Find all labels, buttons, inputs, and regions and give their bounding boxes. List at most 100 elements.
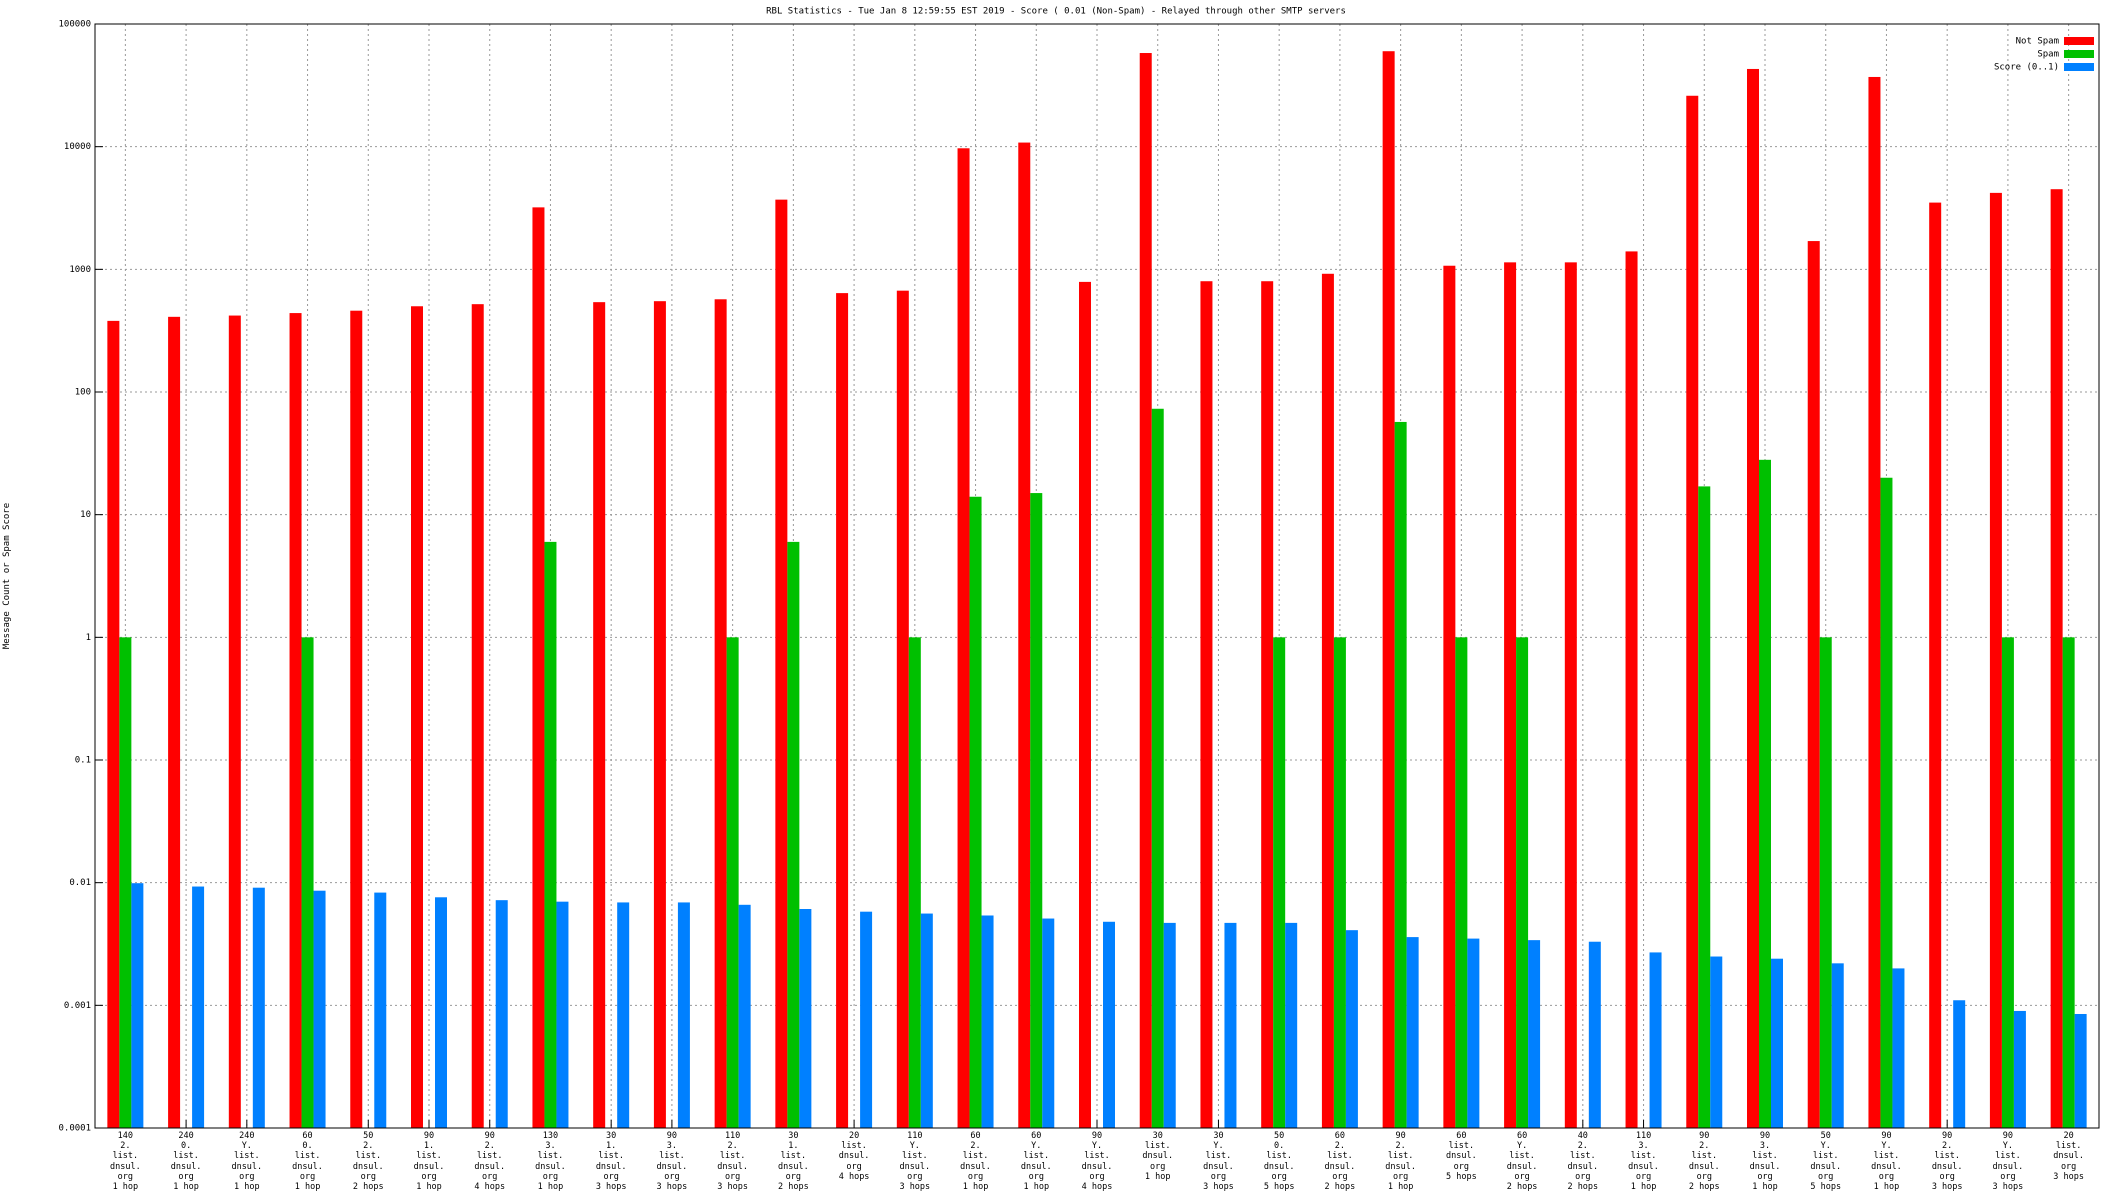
x-tick-label: 240 Y. list. dnsul. org 1 hop: [231, 1131, 263, 1192]
bar: [131, 883, 144, 1128]
bar: [1819, 637, 1832, 1128]
bar: [787, 541, 800, 1128]
bar: [119, 637, 132, 1128]
x-tick-label: 60 2. list. dnsul. org 1 hop: [960, 1131, 991, 1192]
x-tick-label: 140 2. list. dnsul. org 1 hop: [110, 1131, 141, 1192]
x-tick-label: 20 list. dnsul. org 3 hops: [2053, 1131, 2084, 1182]
bar: [860, 911, 873, 1128]
x-tick-label: 60 Y. list. dnsul. org 1 hop: [1020, 1131, 1052, 1192]
bar: [1759, 459, 1771, 1128]
bar: [593, 302, 606, 1129]
x-tick-label: 30 list. dnsul. org 1 hop: [1142, 1131, 1174, 1182]
bar: [1200, 281, 1213, 1128]
x-tick-label: 90 3. list. dnsul. org 3 hops: [656, 1131, 688, 1192]
y-tick-label: 10: [80, 510, 91, 520]
bar: [896, 290, 909, 1128]
x-tick-label: 90 1. list. dnsul. org 1 hop: [413, 1131, 445, 1192]
bar: [1929, 202, 1942, 1129]
y-tick-label: 100000: [58, 20, 91, 30]
bar: [2050, 189, 2063, 1128]
bar: [289, 313, 302, 1128]
bar: [1868, 76, 1881, 1128]
x-tick-label: 110 2. list. dnsul. org 3 hops: [717, 1131, 748, 1192]
x-tick-label: 90 Y. list. dnsul. org 4 hops: [1081, 1131, 1113, 1192]
bar: [1625, 251, 1638, 1128]
bar: [957, 148, 970, 1129]
y-tick-label: 1: [86, 633, 91, 643]
y-tick-label: 100: [75, 388, 91, 398]
x-tick-label: 30 1. list. dnsul. org 2 hops: [778, 1131, 809, 1192]
bar: [908, 637, 921, 1128]
x-tick-label: 90 2. list. dnsul. org 1 hop: [1385, 1131, 1416, 1192]
bar: [775, 199, 788, 1129]
y-tick-label: 10000: [64, 142, 91, 152]
bar: [1103, 921, 1115, 1128]
bar: [544, 541, 557, 1128]
bar: [1030, 493, 1043, 1128]
bar: [168, 316, 181, 1128]
x-tick-label: 90 2. list. dnsul. org 4 hops: [474, 1131, 506, 1192]
bar: [1698, 486, 1711, 1128]
bar: [350, 310, 363, 1129]
x-tick-label: 50 0. list. dnsul. org 5 hops: [1263, 1131, 1295, 1192]
bar: [252, 887, 265, 1128]
x-tick-label: 40 2. list. dnsul. org 2 hops: [1567, 1131, 1599, 1192]
x-tick-label: 130 3. list. dnsul. org 1 hop: [535, 1131, 566, 1192]
bar: [1467, 938, 1480, 1128]
x-tick-label: 60 Y. list. dnsul. org 2 hops: [1506, 1131, 1538, 1192]
bar: [1079, 281, 1091, 1128]
x-tick-label: 90 Y. list. dnsul. org 1 hop: [1871, 1131, 1902, 1192]
x-tick-label: 60 list. dnsul. org 5 hops: [1446, 1131, 1477, 1182]
bar: [1406, 937, 1419, 1128]
bar: [2013, 1010, 2026, 1128]
bar: [1394, 421, 1407, 1128]
x-tick-label: 50 2. list. dnsul. org 2 hops: [352, 1131, 384, 1192]
y-tick-label: 0.0001: [58, 1124, 91, 1134]
bar: [1333, 637, 1346, 1128]
bar: [1649, 952, 1662, 1128]
x-tick-label: 110 3. list. dnsul. org 1 hop: [1628, 1131, 1659, 1192]
x-tick-label: 60 2. list. dnsul. org 2 hops: [1324, 1131, 1356, 1192]
bar: [1139, 53, 1152, 1128]
bar: [556, 901, 569, 1128]
bar: [1455, 637, 1468, 1128]
bar: [1321, 273, 1334, 1128]
bar: [471, 304, 484, 1128]
bar: [1771, 958, 1783, 1128]
bar: [981, 915, 994, 1128]
bar: [653, 301, 666, 1128]
bar: [1018, 142, 1031, 1129]
bar: [107, 320, 120, 1128]
bar: [1042, 918, 1055, 1128]
y-tick-label: 0.001: [64, 1001, 91, 1011]
plot-frame: [94, 23, 2100, 1129]
x-tick-label: 30 1. list. dnsul. org 3 hops: [595, 1131, 627, 1192]
bar: [1382, 51, 1395, 1128]
bar: [495, 900, 508, 1128]
bar: [1686, 95, 1699, 1128]
x-tick-label: 30 Y. list. dnsul. org 3 hops: [1203, 1131, 1234, 1192]
legend-swatch: [2064, 37, 2094, 45]
x-tick-label: 60 0. list. dnsul. org 1 hop: [292, 1131, 323, 1192]
bar: [1564, 262, 1577, 1128]
bar: [2001, 637, 2014, 1128]
x-tick-label: 20 list. dnsul. org 4 hops: [838, 1131, 870, 1182]
legend-label: Score (0..1): [1994, 63, 2059, 73]
bar: [1588, 941, 1601, 1128]
chart-title: RBL Statistics - Tue Jan 8 12:59:55 EST …: [766, 7, 1346, 17]
bar: [1892, 968, 1905, 1128]
bar: [1273, 637, 1286, 1128]
x-tick-label: 240 0. list. dnsul. org 1 hop: [170, 1131, 202, 1192]
bar: [313, 890, 326, 1128]
bar: [1831, 963, 1844, 1128]
bar: [1261, 281, 1274, 1128]
bar: [374, 892, 387, 1128]
bar: [1528, 940, 1541, 1128]
bar: [677, 902, 690, 1128]
bar: [617, 902, 630, 1128]
bar: [1747, 68, 1759, 1129]
bar: [1443, 265, 1456, 1129]
y-tick-label: 0.1: [75, 756, 91, 766]
bar: [435, 897, 447, 1128]
